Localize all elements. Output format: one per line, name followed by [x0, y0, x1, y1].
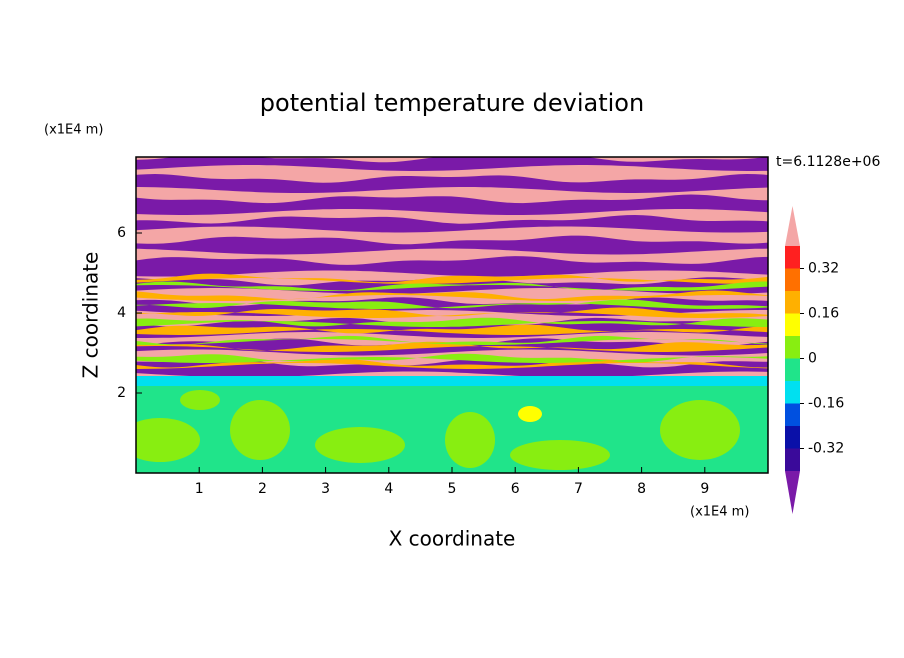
x-tick-label: 1: [195, 481, 204, 497]
x-tick-label: 4: [384, 481, 393, 497]
colorbar-tick-label: 0.32: [808, 261, 839, 277]
field-band: [136, 290, 768, 301]
field-band: [136, 335, 768, 345]
x-unit: (x1E4 m): [690, 505, 749, 520]
x-tick-label: 3: [321, 481, 330, 497]
y-unit: (x1E4 m): [44, 123, 103, 138]
axes: 1 2 3 4 5 6 7 8 9 2 4 6: [117, 156, 769, 497]
colorbar-segment: [785, 291, 800, 314]
field-strip: [136, 376, 768, 386]
colorbar-segment: [785, 403, 800, 426]
x-tick-label: 6: [511, 481, 520, 497]
field-band: [136, 194, 768, 215]
contour-field: [136, 157, 768, 473]
field-band: [136, 157, 768, 171]
field-band: [136, 353, 768, 363]
field-patch: [660, 400, 740, 460]
field-patch: [230, 400, 290, 460]
y-tick-label: 6: [117, 225, 126, 241]
colorbar-segment: [785, 313, 800, 336]
field-band: [136, 235, 768, 255]
field-band: [136, 174, 768, 193]
y-tick-label: 2: [117, 385, 126, 401]
field-patch: [445, 412, 495, 468]
colorbar-segment: [785, 358, 800, 381]
y-axis-label: Z coordinate: [79, 252, 103, 379]
field-band: [136, 341, 768, 352]
colorbar-segment: [785, 448, 800, 471]
field-band: [136, 256, 768, 277]
colorbar-segment: [785, 336, 800, 359]
colorbar-tick-label: -0.32: [808, 441, 844, 457]
field-band: [136, 281, 768, 291]
field-band: [136, 307, 768, 318]
colorbar-tick-label: 0: [808, 351, 817, 367]
colorbar-extend-top: [785, 206, 800, 246]
field-patch: [510, 440, 610, 470]
x-axis-label: X coordinate: [389, 527, 516, 551]
colorbar-tick-label: 0.16: [808, 306, 839, 322]
colorbar-tick-label: -0.16: [808, 396, 844, 412]
chart-title: potential temperature deviation: [260, 89, 644, 117]
colorbar-segment: [785, 268, 800, 291]
field-band: [136, 358, 768, 369]
colorbar-segment: [785, 246, 800, 269]
colorbar-extend-bottom: [785, 471, 800, 514]
x-tick-label: 9: [700, 481, 709, 497]
field-band: [136, 273, 768, 284]
colorbar-segment: [785, 426, 800, 449]
field-patch: [180, 390, 220, 410]
colorbar-segment: [785, 381, 800, 404]
time-label: t=6.1128e+06: [776, 154, 880, 170]
field-patch: [518, 406, 542, 422]
x-tick-label: 8: [637, 481, 646, 497]
x-tick-label: 7: [574, 481, 583, 497]
field-band: [136, 324, 768, 335]
x-tick-label: 5: [448, 481, 457, 497]
field-band: [136, 317, 768, 327]
y-tick-label: 4: [117, 305, 126, 321]
x-tick-label: 2: [258, 481, 267, 497]
field-patch: [136, 418, 200, 462]
field-patch: [315, 427, 405, 463]
field-band: [136, 215, 768, 233]
field-band: [136, 299, 768, 309]
